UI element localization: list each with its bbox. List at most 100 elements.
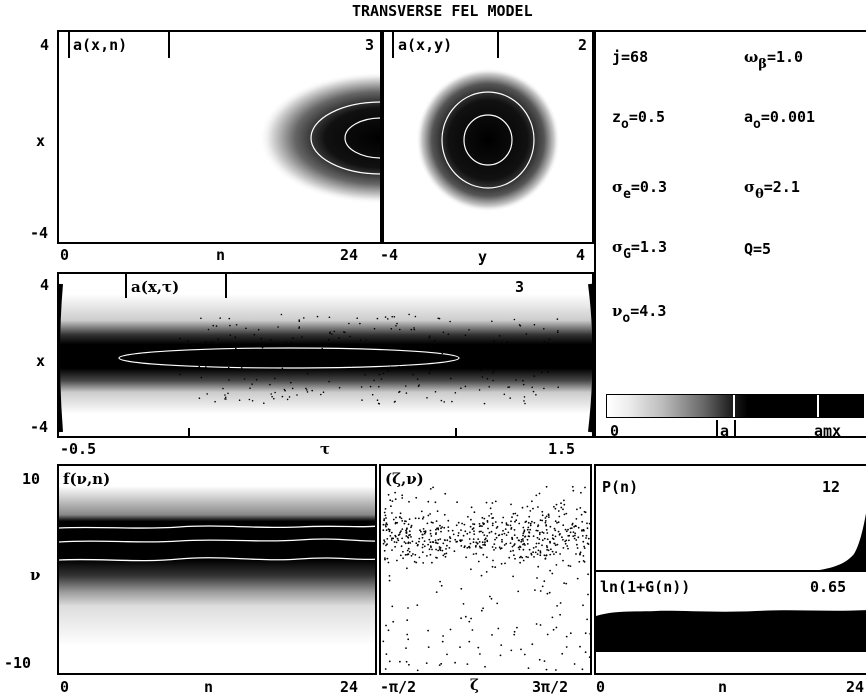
noise-point [428,335,431,337]
scatter-point [497,627,500,630]
scatter-point [393,541,396,543]
scatter-point [572,535,575,538]
scatter-point [556,543,559,546]
noise-point [409,353,412,355]
scatter-point [387,528,390,531]
scatter-point [477,560,480,563]
scatter-point [463,546,466,549]
scatter-point [551,616,554,619]
scatter-point [573,537,576,540]
noise-point [404,385,407,387]
scatter-point [544,517,547,519]
noise-point [260,337,263,340]
scatter-point [591,605,593,607]
scatter-point [565,635,568,638]
scatter-point [455,541,458,543]
scatter-point [421,533,424,536]
noise-point [238,399,241,401]
scatter-point [404,554,407,556]
scatter-point [400,517,403,520]
x-tick-left: 0 [596,678,606,696]
noise-point [245,327,247,330]
scatter-point [473,523,476,526]
scatter-point [470,506,473,509]
x-tick-right: 4 [576,246,586,264]
scatter-point [427,543,429,546]
noise-point [274,377,276,380]
scatter-point [513,630,516,633]
noise-point [500,343,503,346]
panel-number: 3 [365,36,375,54]
scatter-point [586,522,588,525]
scatter-point [567,564,570,567]
scatter-point [467,515,469,518]
scatter-point [591,526,593,528]
scatter-point [499,654,502,657]
noise-point [270,339,272,341]
noise-point [328,338,330,341]
scatter-point [383,539,385,542]
scatter-point [437,549,440,552]
scatter-point [487,527,489,530]
scatter-point [410,526,412,529]
noise-point [253,333,256,336]
scatter-point [588,522,590,525]
noise-point [443,401,446,403]
noise-point [522,379,524,382]
colorbar [606,394,864,418]
scatter-point [384,514,387,517]
noise-point [488,386,491,388]
a-x-y-plot [416,68,560,212]
scatter-point [557,510,560,512]
scatter-point [539,554,542,557]
scatter-point [546,532,549,534]
scatter-point [499,547,502,550]
noise-point [201,368,204,370]
scatter-point [494,532,497,535]
noise-point [207,328,210,331]
scatter-point [382,523,385,526]
scatter-point [429,488,432,490]
noise-point [364,374,366,376]
noise-point [340,349,342,352]
noise-point [179,373,181,376]
scatter-point [435,591,438,593]
scatter-point [384,558,386,561]
scatter-point [407,547,410,550]
scatter-point [501,521,503,524]
scatter-point [402,550,404,553]
scatter-point [421,551,424,554]
scatter-point [576,577,579,580]
colorbar-label: a [720,422,730,438]
scatter-point [541,585,544,588]
scatter-point [421,536,424,539]
scatter-point [549,553,552,556]
noise-point [503,393,506,396]
scatter-point [493,543,496,545]
scatter-point [415,496,418,499]
noise-point [298,327,300,329]
noise-point [498,335,501,337]
scatter-point [418,537,421,540]
scatter-point [491,634,493,636]
noise-point [205,344,207,346]
scatter-point [576,508,578,511]
scatter-point [524,535,527,538]
noise-point [290,341,293,344]
scatter-point [385,525,387,528]
scatter-point [406,633,409,636]
scatter-point [426,522,429,525]
scatter-point [533,556,535,558]
noise-point [373,379,375,382]
scatter-point [523,529,526,532]
scatter-point [454,661,456,664]
noise-point [208,358,211,361]
noise-point [227,392,229,395]
noise-point [235,347,237,350]
scatter-point [429,532,432,535]
scatter-point [547,549,550,552]
scatter-point [575,539,578,541]
scatter-point [563,503,566,506]
scatter-point [536,577,538,579]
scatter-point [388,575,391,577]
